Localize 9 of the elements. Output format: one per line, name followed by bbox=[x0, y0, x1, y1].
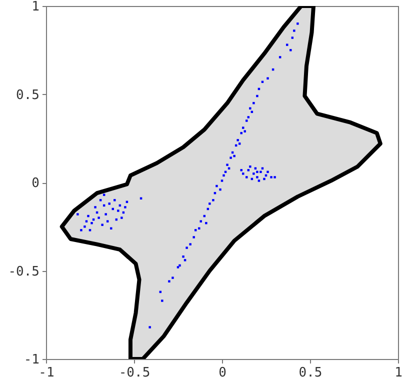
y-tick-label: 0 bbox=[32, 176, 40, 191]
x-tick-label: 1 bbox=[394, 366, 402, 380]
x-tick-label: 0 bbox=[218, 366, 226, 380]
x-tick-label: -0.5 bbox=[118, 366, 150, 380]
y-tick-label: 0.5 bbox=[16, 88, 40, 103]
y-tick-label: -0.5 bbox=[8, 264, 40, 280]
x-tick-label: 0.5 bbox=[298, 366, 322, 380]
y-tick-label: -1 bbox=[24, 352, 40, 368]
y-tick-label: 1 bbox=[32, 0, 40, 14]
